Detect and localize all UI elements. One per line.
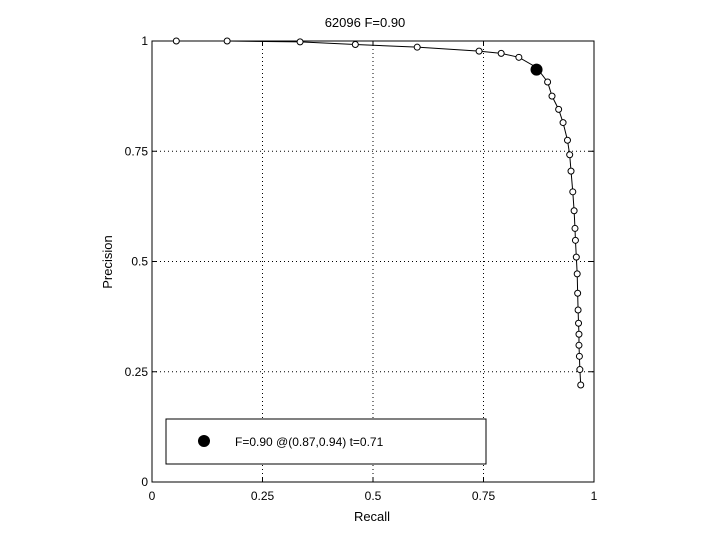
- data-point: [544, 78, 552, 86]
- x-tick-label: 1: [591, 489, 598, 503]
- data-point: [571, 224, 579, 232]
- legend: F=0.90 @(0.87,0.94) t=0.71: [165, 418, 487, 465]
- data-point: [548, 92, 556, 100]
- x-tick-label: 0.5: [365, 489, 382, 503]
- data-point: [296, 38, 304, 46]
- legend-marker: [198, 435, 210, 447]
- x-tick-label: 0.75: [472, 489, 496, 503]
- y-axis-label: Precision: [100, 235, 115, 288]
- data-point: [567, 167, 575, 175]
- axis-ticks: 0 0.25 0.5 0.75 1 0 0.25 0.5 0.75 1: [125, 34, 598, 503]
- data-point: [575, 352, 583, 360]
- data-point: [566, 151, 574, 159]
- data-point: [575, 341, 583, 349]
- x-tick-label: 0: [149, 489, 156, 503]
- data-point: [413, 43, 421, 51]
- data-point: [577, 381, 585, 389]
- data-point: [574, 306, 582, 314]
- data-point: [572, 253, 580, 261]
- data-point: [351, 41, 359, 49]
- y-tick-label: 0: [141, 475, 148, 489]
- y-tick-label: 0.75: [125, 144, 149, 158]
- y-tick-label: 0.5: [131, 255, 148, 269]
- best-f-point: [530, 63, 543, 76]
- data-point: [223, 37, 231, 45]
- data-point: [559, 119, 567, 127]
- x-axis-label: Recall: [354, 509, 390, 524]
- series-markers: [172, 37, 585, 389]
- legend-text: F=0.90 @(0.87,0.94) t=0.71: [235, 435, 384, 449]
- data-point: [172, 37, 180, 45]
- data-point: [570, 207, 578, 215]
- data-point: [555, 105, 563, 113]
- data-point: [571, 236, 579, 244]
- data-point: [576, 366, 584, 374]
- x-tick-label: 0.25: [251, 489, 275, 503]
- data-point: [497, 49, 505, 57]
- data-point: [563, 136, 571, 144]
- chart-title: 62096 F=0.90: [325, 15, 406, 30]
- data-point: [475, 47, 483, 55]
- data-point: [573, 270, 581, 278]
- data-point: [574, 289, 582, 297]
- grid: [152, 41, 594, 482]
- data-point: [515, 53, 523, 61]
- data-point: [575, 330, 583, 338]
- data-point: [575, 319, 583, 327]
- y-tick-label: 1: [141, 34, 148, 48]
- legend-box: [165, 418, 487, 465]
- y-tick-label: 0.25: [125, 365, 149, 379]
- data-point: [569, 188, 577, 196]
